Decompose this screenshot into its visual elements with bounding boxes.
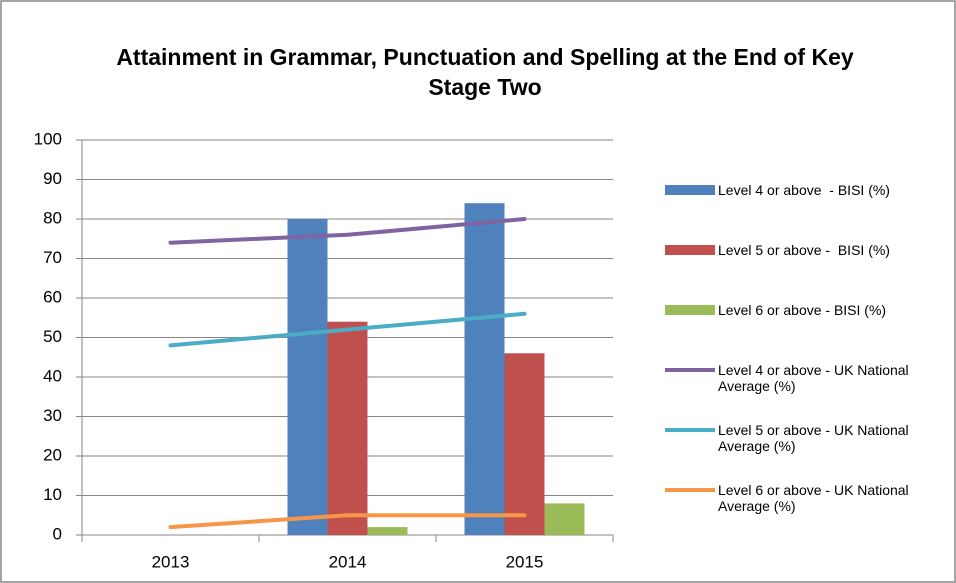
y-tick-label: 30 [43,406,62,425]
x-tick-label: 2014 [329,552,367,571]
line [168,513,527,530]
bar [327,321,368,535]
legend-label: Level 4 or above - UK National Average (… [718,362,912,394]
y-tick-label: 0 [53,524,62,543]
line [168,311,527,348]
y-tick-label: 90 [43,169,62,188]
legend-label: Level 5 or above - UK National Average (… [718,422,912,454]
y-tick-label: 60 [43,287,62,306]
x-tick-label: 2015 [506,552,544,571]
legend-label: Level 5 or above - BISI (%) [718,242,890,258]
y-tick-label: 10 [43,485,62,504]
legend-label: Level 6 or above - BISI (%) [718,302,887,318]
legend-label: Level 6 or above - UK National Average (… [718,482,912,514]
legend-swatch [665,185,715,195]
y-tick-label: 40 [43,366,62,385]
bar [464,203,505,535]
chart-title: Attainment in Grammar, Punctuation and S… [116,44,854,100]
y-tick-label: 20 [43,445,62,464]
bar [287,219,328,535]
line [168,217,527,245]
bar [504,353,545,535]
x-tick-label: 2013 [152,552,190,571]
legend-label: Level 4 or above - BISI (%) [718,182,890,198]
legend-swatch [665,245,715,255]
y-tick-label: 80 [43,208,62,227]
legend-swatch [665,305,715,315]
bar [367,527,408,535]
y-tick-label: 50 [43,327,62,346]
bar [544,503,585,535]
y-tick-label: 100 [34,129,62,148]
y-tick-label: 70 [43,248,62,267]
